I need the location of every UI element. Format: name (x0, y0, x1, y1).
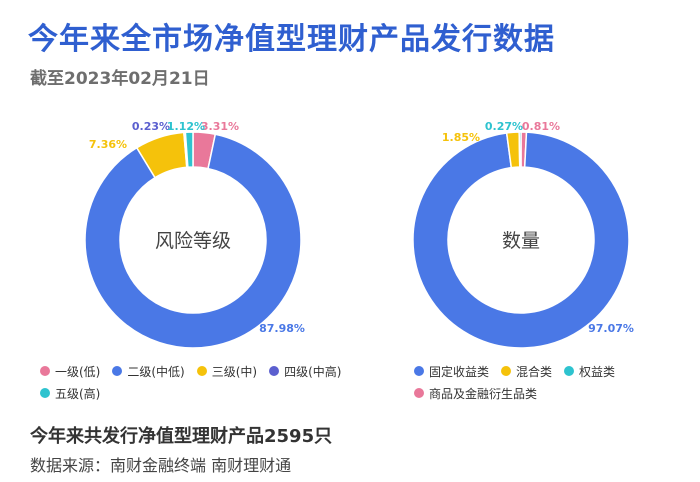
legend-marker (501, 366, 512, 376)
legend-marker (269, 366, 280, 376)
legend-marker (564, 366, 575, 376)
legend-label: 固定收益类 (429, 364, 490, 379)
legend-item: 混合类 (501, 363, 552, 380)
page-subtitle: 截至2023年02月21日 (30, 69, 210, 89)
donut-slice-3 (518, 131, 522, 168)
legend-label: 五级(高) (55, 386, 101, 401)
legend-marker (112, 366, 123, 376)
quantity-donut-chart: 0.81% 97.07% 1.85% 0.27% 数量 (412, 120, 634, 349)
legend-item: 五级(高) (40, 385, 100, 402)
donut-slice-4 (184, 131, 194, 168)
slice-percent-label: 7.36% (89, 138, 127, 151)
legend-item: 三级(中) (196, 363, 258, 380)
legend-row: 一级(低) 二级(中低) 三级(中) 四级(中高) (40, 360, 354, 382)
quantity-legend: 固定收益类 混合类 权益类商品及金融衍生品类 (414, 360, 627, 404)
legend-item: 商品及金融衍生品类 (414, 385, 537, 402)
slice-percent-label: 97.07% (588, 322, 634, 335)
legend-label: 三级(中) (211, 364, 258, 379)
slice-percent-label: 1.85% (442, 131, 480, 144)
legend-label: 商品及金融衍生品类 (429, 386, 538, 401)
legend-item: 四级(中高) (269, 363, 342, 380)
legend-row: 固定收益类 混合类 权益类 (414, 360, 627, 382)
legend-marker (40, 388, 50, 398)
slice-percent-label: 87.98% (259, 322, 305, 335)
risk-level-legend: 一级(低) 二级(中低) 三级(中) 四级(中高) 五级(高) (40, 360, 354, 404)
data-source-note: 数据来源：南财金融终端 南财理财通 (30, 456, 292, 475)
legend-item: 权益类 (564, 363, 615, 380)
legend-marker (414, 388, 424, 398)
donut-slice-1 (84, 133, 302, 349)
slice-percent-label: 3.31% (201, 120, 239, 133)
legend-marker (414, 366, 424, 376)
legend-item: 二级(中低) (112, 363, 185, 380)
legend-label: 四级(中高) (284, 364, 342, 379)
slice-percent-label: 0.27% (485, 120, 523, 133)
risk-level-donut-chart: 3.31% 87.98% 7.36% 0.23%1.12% 风险等级 (84, 120, 305, 349)
legend-label: 混合类 (516, 364, 553, 379)
legend-label: 权益类 (579, 364, 616, 379)
legend-label: 二级(中低) (127, 364, 185, 379)
legend-row: 商品及金融衍生品类 (414, 382, 627, 404)
total-products-note: 今年来共发行净值型理财产品2595只 (30, 426, 333, 447)
donut-center-label: 数量 (502, 230, 540, 252)
donut-center-label: 风险等级 (155, 230, 231, 252)
legend-marker (196, 366, 207, 376)
legend-item: 一级(低) (40, 363, 100, 380)
legend-row: 五级(高) (40, 382, 354, 404)
slice-percent-label: 1.12% (167, 120, 205, 133)
legend-label: 一级(低) (55, 364, 101, 379)
slice-percent-label: 0.81% (522, 120, 560, 133)
legend-marker (40, 366, 50, 376)
slice-percent-label: 0.23% (132, 120, 170, 133)
legend-item: 固定收益类 (414, 363, 489, 380)
page-title: 今年来全市场净值型理财产品发行数据 (28, 22, 555, 57)
donut-slice-1 (412, 131, 630, 349)
